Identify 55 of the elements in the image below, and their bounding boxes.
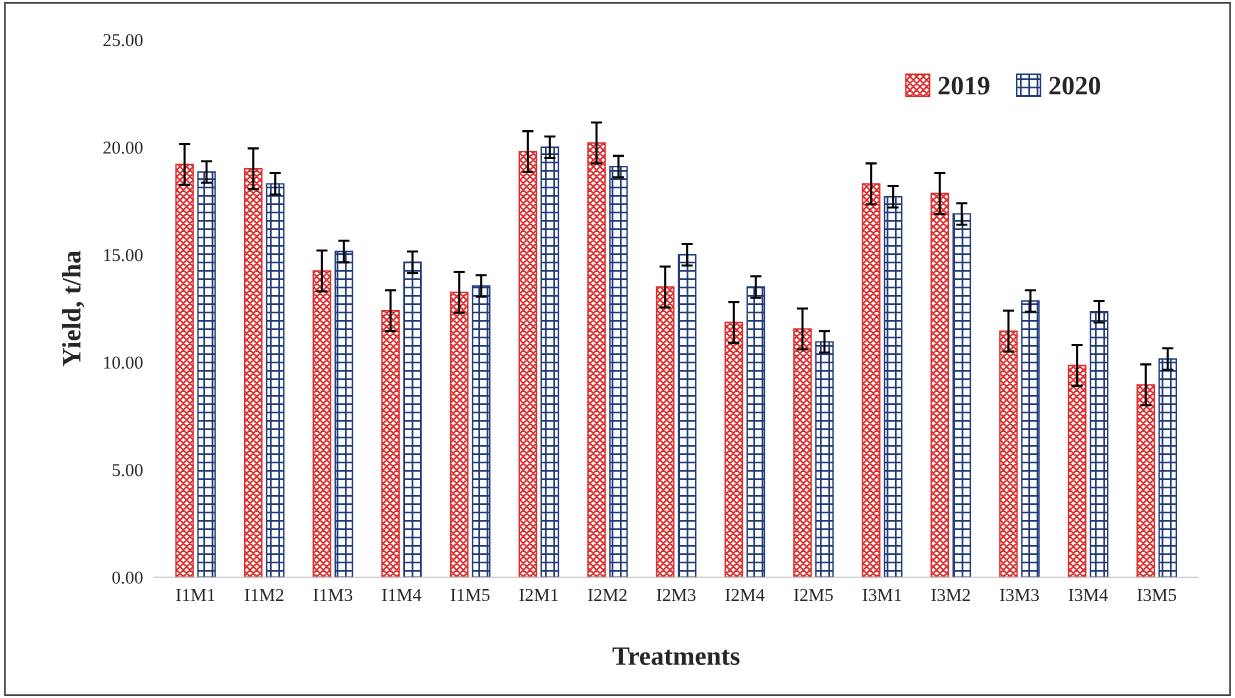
bar <box>403 261 422 578</box>
x-tick-label: I1M1 <box>176 588 215 601</box>
x-tick-label: I3M4 <box>1068 588 1108 602</box>
bar <box>518 150 538 578</box>
bar <box>1158 358 1178 578</box>
bar <box>861 183 881 578</box>
bar <box>334 250 354 578</box>
x-tick-label: I2M2 <box>588 588 627 601</box>
bar <box>1067 364 1087 578</box>
bar <box>930 192 950 578</box>
bar <box>609 165 628 578</box>
bar <box>952 213 972 578</box>
bar <box>471 285 491 578</box>
bar <box>677 254 697 578</box>
bar <box>746 286 766 578</box>
bar <box>655 286 675 578</box>
bar <box>793 328 812 578</box>
bar <box>999 330 1018 578</box>
bar <box>312 270 332 578</box>
x-axis-title: Treatments <box>612 647 740 665</box>
y-tick-label: 15.00 <box>104 249 143 262</box>
bar <box>381 309 400 578</box>
x-tick-label: I1M2 <box>244 588 284 601</box>
y-axis-title: Yield, t/ha <box>62 250 85 367</box>
bar <box>175 163 194 578</box>
y-tick-label: 5.00 <box>112 464 143 477</box>
x-tick-label: I2M1 <box>519 588 558 601</box>
bar <box>265 183 285 578</box>
y-tick-label: 25.00 <box>103 34 143 47</box>
bar <box>724 321 744 578</box>
bar <box>197 171 216 578</box>
legend-label: 2019 <box>938 76 990 95</box>
bar <box>540 146 560 578</box>
bar <box>883 196 903 578</box>
bar <box>1089 311 1109 578</box>
x-tick-label: I2M5 <box>794 588 833 602</box>
x-tick-label: I2M4 <box>725 588 765 601</box>
y-tick-label: 0.00 <box>112 571 143 584</box>
y-tick-label: 10.00 <box>104 356 143 369</box>
y-tick-label: 20.00 <box>103 141 143 154</box>
x-tick-label: I3M2 <box>931 588 970 602</box>
bar <box>587 142 606 578</box>
bar <box>1021 300 1040 578</box>
x-tick-label: I3M5 <box>1137 588 1177 602</box>
bar <box>449 291 469 578</box>
bar <box>815 341 834 578</box>
x-tick-label: I1M3 <box>313 588 353 602</box>
legend-label: 2020 <box>1049 76 1101 95</box>
x-tick-label: I3M3 <box>1000 588 1039 602</box>
bar <box>243 168 263 578</box>
x-tick-label: I1M5 <box>450 588 490 602</box>
x-tick-label: I3M1 <box>862 588 902 602</box>
x-tick-label: I1M4 <box>382 588 422 601</box>
x-tick-label: I2M3 <box>656 588 696 602</box>
bar <box>1136 384 1156 578</box>
